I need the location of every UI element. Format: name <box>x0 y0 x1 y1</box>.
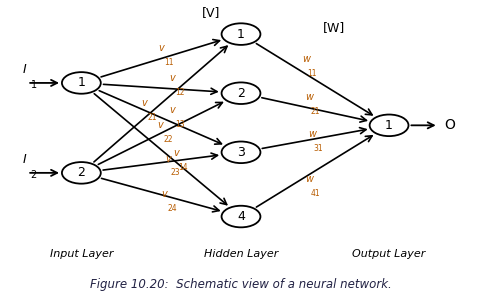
Circle shape <box>222 82 260 104</box>
Text: Hidden Layer: Hidden Layer <box>204 249 278 259</box>
Text: 11: 11 <box>308 69 317 78</box>
Text: 2: 2 <box>78 166 85 179</box>
Text: 1: 1 <box>30 80 37 90</box>
Text: 1: 1 <box>237 28 245 41</box>
Text: I: I <box>23 153 27 166</box>
Text: Input Layer: Input Layer <box>50 249 113 259</box>
Text: 3: 3 <box>237 146 245 159</box>
Text: 4: 4 <box>237 210 245 223</box>
Circle shape <box>222 23 260 45</box>
Text: w: w <box>308 129 316 139</box>
Text: [W]: [W] <box>322 21 345 34</box>
Text: 13: 13 <box>175 120 185 129</box>
Text: [V]: [V] <box>202 6 220 19</box>
Text: v: v <box>159 43 164 53</box>
Circle shape <box>222 206 260 227</box>
Text: v: v <box>170 74 175 84</box>
Text: 41: 41 <box>310 189 320 198</box>
Text: 21: 21 <box>310 107 320 116</box>
Text: 24: 24 <box>167 204 177 213</box>
Text: 23: 23 <box>171 168 180 178</box>
Circle shape <box>370 114 409 136</box>
Text: 11: 11 <box>164 58 174 67</box>
Text: 12: 12 <box>175 88 185 97</box>
Text: 1: 1 <box>78 77 85 89</box>
Text: Output Layer: Output Layer <box>352 249 426 259</box>
Text: v: v <box>158 121 163 131</box>
Text: w: w <box>302 54 310 64</box>
Circle shape <box>222 142 260 163</box>
Text: v: v <box>173 148 179 159</box>
Text: O: O <box>444 118 455 132</box>
Text: Figure 10.20:  Schematic view of a neural network.: Figure 10.20: Schematic view of a neural… <box>90 277 392 291</box>
Text: 14: 14 <box>178 163 188 172</box>
Text: v: v <box>161 190 167 199</box>
Text: 21: 21 <box>147 113 157 122</box>
Text: w: w <box>305 174 313 184</box>
Text: v: v <box>170 105 175 115</box>
Text: 22: 22 <box>163 135 173 144</box>
Text: 2: 2 <box>237 87 245 100</box>
Text: 31: 31 <box>313 144 323 152</box>
Text: v: v <box>142 98 147 108</box>
Circle shape <box>62 162 101 184</box>
Circle shape <box>62 72 101 94</box>
Text: I: I <box>23 63 27 76</box>
Text: w: w <box>305 92 313 102</box>
Text: v: v <box>165 154 171 164</box>
Text: 2: 2 <box>30 170 37 180</box>
Text: 1: 1 <box>385 119 393 132</box>
